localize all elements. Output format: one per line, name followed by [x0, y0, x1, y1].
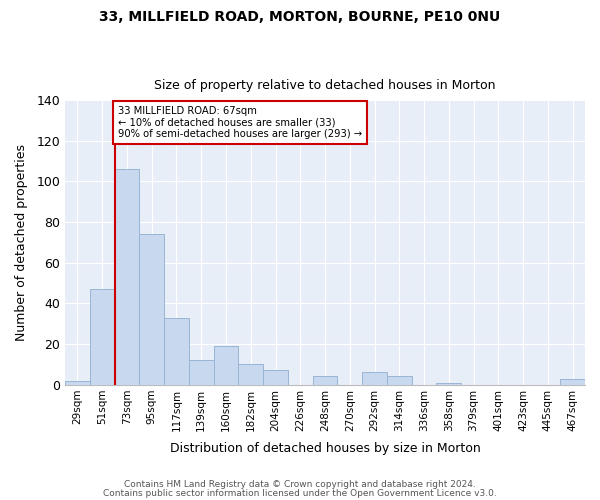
- Text: 33, MILLFIELD ROAD, MORTON, BOURNE, PE10 0NU: 33, MILLFIELD ROAD, MORTON, BOURNE, PE10…: [100, 10, 500, 24]
- Bar: [139, 234, 164, 384]
- Bar: [214, 346, 238, 385]
- Bar: [164, 318, 189, 384]
- Bar: [90, 289, 115, 384]
- Bar: [387, 376, 412, 384]
- Text: 33 MILLFIELD ROAD: 67sqm
← 10% of detached houses are smaller (33)
90% of semi-d: 33 MILLFIELD ROAD: 67sqm ← 10% of detach…: [118, 106, 362, 140]
- Bar: [238, 364, 263, 384]
- X-axis label: Distribution of detached houses by size in Morton: Distribution of detached houses by size …: [170, 442, 481, 455]
- Text: Contains HM Land Registry data © Crown copyright and database right 2024.: Contains HM Land Registry data © Crown c…: [124, 480, 476, 489]
- Bar: [189, 360, 214, 384]
- Y-axis label: Number of detached properties: Number of detached properties: [15, 144, 28, 341]
- Bar: [263, 370, 288, 384]
- Bar: [560, 378, 585, 384]
- Bar: [313, 376, 337, 384]
- Bar: [65, 380, 90, 384]
- Text: Contains public sector information licensed under the Open Government Licence v3: Contains public sector information licen…: [103, 490, 497, 498]
- Bar: [436, 382, 461, 384]
- Title: Size of property relative to detached houses in Morton: Size of property relative to detached ho…: [154, 79, 496, 92]
- Bar: [362, 372, 387, 384]
- Bar: [115, 169, 139, 384]
